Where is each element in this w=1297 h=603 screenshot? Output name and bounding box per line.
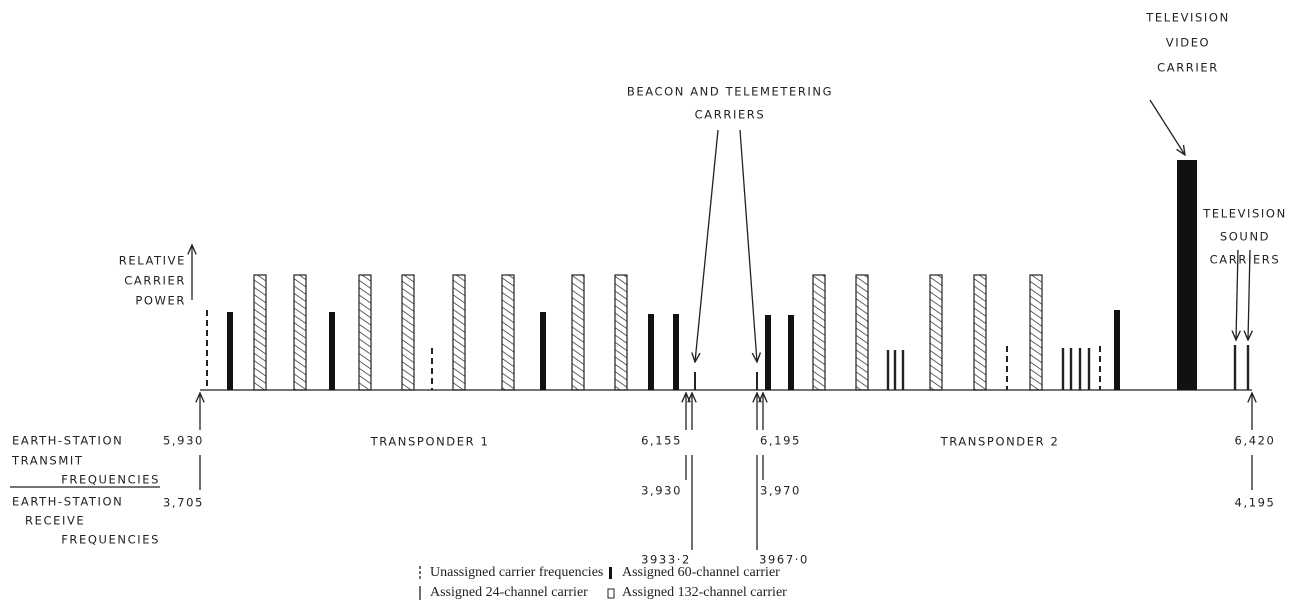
label: VIDEO <box>1166 36 1210 50</box>
label: 4,195 <box>1235 496 1276 510</box>
carrier-132 <box>812 274 826 391</box>
carrier-132 <box>401 274 415 391</box>
carrier-132 <box>1029 274 1043 391</box>
carrier-132 <box>253 274 267 391</box>
arrow <box>1149 99 1185 155</box>
label: EARTH-STATION <box>12 434 123 448</box>
legend-label: Unassigned carrier frequencies <box>430 565 603 580</box>
label: 6,420 <box>1235 434 1276 448</box>
carrier-60 <box>329 312 335 390</box>
legend-key-132 <box>607 588 615 599</box>
carrier-132 <box>571 274 585 391</box>
label: 3933·2 <box>641 553 691 567</box>
label: RECEIVE <box>25 514 85 528</box>
carrier-60 <box>673 314 679 390</box>
carrier-132 <box>973 274 987 391</box>
label: EARTH-STATION <box>12 495 123 509</box>
arrow <box>1248 249 1250 340</box>
label: TRANSMIT <box>11 454 83 468</box>
carrier-132 <box>293 274 307 391</box>
label: SOUND <box>1220 230 1270 244</box>
label: FREQUENCIES <box>61 473 160 487</box>
label: FREQUENCIES <box>61 533 160 547</box>
carrier-60 <box>1114 310 1120 390</box>
carrier-60 <box>788 315 794 390</box>
arrow <box>1236 249 1238 340</box>
label: 3,970 <box>760 484 801 498</box>
legend-key-60 <box>609 567 612 579</box>
label: TELEVISION <box>1202 207 1287 221</box>
carrier-132 <box>501 274 515 391</box>
label: 3967·0 <box>759 553 809 567</box>
carrier-132 <box>358 274 372 391</box>
legend-label: Assigned 24-channel carrier <box>430 585 588 600</box>
label: 6,155 <box>641 434 682 448</box>
label: RELATIVE <box>119 254 186 268</box>
label: CARRIERS <box>695 108 766 122</box>
carrier-60 <box>765 315 771 390</box>
carrier-60 <box>648 314 654 390</box>
carrier-132 <box>929 274 943 391</box>
arrow <box>695 129 719 362</box>
label: TELEVISION <box>1145 11 1230 25</box>
tv-video-carrier <box>1177 160 1197 390</box>
carrier-132 <box>452 274 466 391</box>
label: BEACON AND TELEMETERING <box>627 85 833 99</box>
label: 6,195 <box>760 434 801 448</box>
label: CARRIER <box>1157 61 1219 75</box>
label: CARRIERS <box>1210 253 1281 267</box>
label: TRANSPONDER 1 <box>370 435 490 449</box>
carrier-132 <box>855 274 869 391</box>
label: CARRIER <box>124 274 186 288</box>
label: POWER <box>135 294 186 308</box>
label: TRANSPONDER 2 <box>940 435 1060 449</box>
label: 3,930 <box>641 484 682 498</box>
carrier-60 <box>540 312 546 390</box>
carrier-132 <box>614 274 628 391</box>
carriers <box>10 99 1252 550</box>
arrow <box>739 129 757 362</box>
legend-label: Assigned 132-channel carrier <box>622 585 787 600</box>
legend-label: Assigned 60-channel carrier <box>622 565 780 580</box>
label: 5,930 <box>163 434 204 448</box>
carrier-60 <box>227 312 233 390</box>
label: 3,705 <box>163 496 204 510</box>
